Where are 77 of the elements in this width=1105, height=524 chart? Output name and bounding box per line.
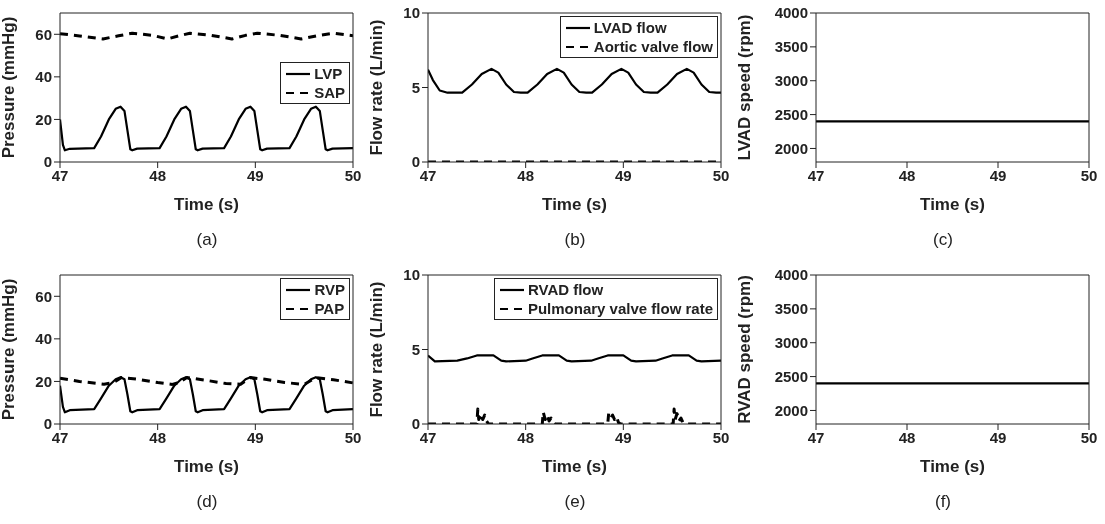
x-tick-label: 47 bbox=[807, 166, 825, 184]
y-tick-label: 3500 bbox=[774, 38, 808, 56]
legend-label: SAP bbox=[314, 83, 345, 102]
x-tick-label: 50 bbox=[712, 166, 730, 184]
x-tick-label: 47 bbox=[419, 166, 437, 184]
y-tick-label: 60 bbox=[35, 25, 52, 43]
y-tick-label: 20 bbox=[35, 110, 52, 128]
y-axis-title: Flow rate (L/min) bbox=[367, 281, 387, 418]
x-tick-label: 49 bbox=[614, 428, 632, 446]
x-tick-label: 50 bbox=[1080, 428, 1098, 446]
text: (a) bbox=[195, 230, 219, 250]
x-tick-label: 48 bbox=[149, 166, 167, 184]
y-axis-title: Pressure (mmHg) bbox=[0, 16, 19, 159]
y-tick-label: 2500 bbox=[774, 105, 808, 123]
x-tick-label: 47 bbox=[419, 428, 437, 446]
y-tick-label: 2500 bbox=[774, 367, 808, 385]
x-tick-label: 47 bbox=[51, 166, 69, 184]
x-tick-label: 50 bbox=[1080, 166, 1098, 184]
legend-label: LVAD flow bbox=[593, 18, 667, 37]
y-tick-label: 3000 bbox=[774, 334, 808, 352]
text: (c) bbox=[932, 230, 954, 250]
line-series bbox=[428, 67, 721, 94]
x-tick-label: 50 bbox=[712, 428, 730, 446]
x-tick-label: 48 bbox=[898, 166, 916, 184]
y-tick-label: 10 bbox=[403, 4, 420, 22]
y-tick-label: 2000 bbox=[774, 139, 808, 157]
text: (d) bbox=[195, 492, 219, 512]
x-tick-label: 49 bbox=[989, 428, 1007, 446]
y-tick-label: 0 bbox=[43, 153, 52, 171]
y-tick-label: 4000 bbox=[774, 4, 808, 22]
line-series bbox=[60, 105, 353, 152]
x-tick-label: 48 bbox=[517, 428, 535, 446]
x-tick-label: 50 bbox=[344, 428, 362, 446]
y-tick-label: 40 bbox=[35, 330, 52, 348]
y-axis-title: RVAD speed (rpm) bbox=[735, 275, 755, 424]
text: (e) bbox=[563, 492, 587, 512]
legend-label: Aortic valve flow bbox=[593, 37, 713, 56]
x-axis-title: Time (s) bbox=[174, 195, 239, 214]
y-tick-label: 5 bbox=[411, 340, 420, 358]
y-axis-title: LVAD speed (rpm) bbox=[735, 14, 755, 161]
y-axis-title: Flow rate (L/min) bbox=[367, 19, 387, 156]
legend-label: Pulmonary valve flow rate bbox=[527, 299, 713, 318]
x-axis-title: Time (s) bbox=[174, 457, 239, 476]
y-axis-title: Pressure (mmHg) bbox=[0, 278, 19, 421]
y-tick-label: 0 bbox=[411, 153, 420, 171]
y-tick-label: 40 bbox=[35, 68, 52, 86]
x-axis-title: Time (s) bbox=[920, 457, 985, 476]
x-axis-title: Time (s) bbox=[542, 457, 607, 476]
y-tick-label: 20 bbox=[35, 372, 52, 390]
y-tick-label: 10 bbox=[403, 266, 420, 284]
y-tick-label: 4000 bbox=[774, 266, 808, 284]
legend-label: RVP bbox=[314, 280, 345, 299]
y-tick-label: 0 bbox=[43, 415, 52, 433]
x-tick-label: 47 bbox=[807, 428, 825, 446]
x-tick-label: 49 bbox=[614, 166, 632, 184]
y-tick-label: 0 bbox=[411, 415, 420, 433]
y-tick-label: 5 bbox=[411, 78, 420, 96]
x-tick-label: 48 bbox=[517, 166, 535, 184]
x-axis-title: Time (s) bbox=[920, 195, 985, 214]
x-tick-label: 48 bbox=[149, 428, 167, 446]
text: (f) bbox=[933, 492, 952, 512]
y-tick-label: 3500 bbox=[774, 300, 808, 318]
y-tick-label: 3000 bbox=[774, 72, 808, 90]
x-tick-label: 50 bbox=[344, 166, 362, 184]
legend-label: PAP bbox=[314, 299, 345, 318]
legend-label: LVP bbox=[314, 64, 343, 83]
y-tick-label: 60 bbox=[35, 287, 52, 305]
x-tick-label: 49 bbox=[246, 428, 264, 446]
x-axis-title: Time (s) bbox=[542, 195, 607, 214]
x-tick-label: 47 bbox=[51, 428, 69, 446]
line-series bbox=[60, 376, 353, 414]
text: (b) bbox=[563, 230, 587, 250]
y-tick-label: 2000 bbox=[774, 401, 808, 419]
x-tick-label: 49 bbox=[989, 166, 1007, 184]
x-tick-label: 48 bbox=[898, 428, 916, 446]
legend-label: RVAD flow bbox=[527, 280, 604, 299]
x-tick-label: 49 bbox=[246, 166, 264, 184]
